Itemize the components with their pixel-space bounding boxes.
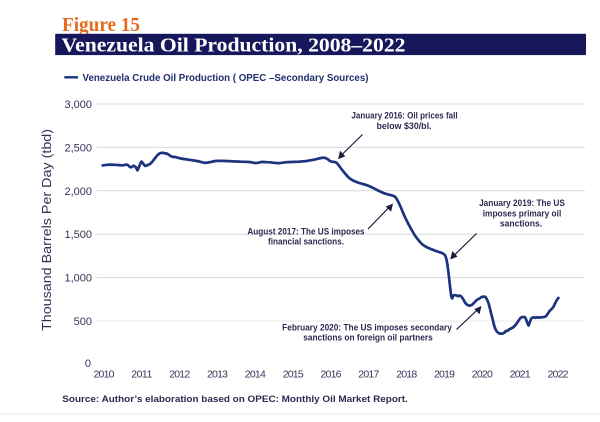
svg-text:2,000: 2,000 [64, 186, 92, 198]
svg-text:sanctions.: sanctions. [500, 219, 542, 229]
svg-text:Venezuela Oil Production, 2008: Venezuela Oil Production, 2008–2022 [62, 34, 406, 56]
svg-text:Venezuela Crude Oil Production: Venezuela Crude Oil Production ( OPEC –S… [83, 73, 369, 84]
svg-text:January 2016: Oil prices fall: January 2016: Oil prices fall [351, 110, 457, 120]
svg-text:2014: 2014 [245, 369, 266, 381]
svg-text:2020: 2020 [472, 369, 493, 381]
svg-text:2011: 2011 [131, 369, 152, 381]
svg-text:2022: 2022 [548, 369, 569, 381]
svg-text:February 2020: The US imposes: February 2020: The US imposes secondary [282, 323, 452, 333]
svg-text:financial sanctions.: financial sanctions. [268, 237, 344, 247]
svg-text:2017: 2017 [358, 369, 379, 381]
svg-text:1,500: 1,500 [64, 229, 92, 241]
svg-text:2010: 2010 [94, 369, 115, 381]
svg-text:2019: 2019 [434, 369, 455, 381]
svg-text:2012: 2012 [169, 369, 190, 381]
svg-text:500: 500 [74, 316, 92, 328]
svg-text:January 2019: The US: January 2019: The US [479, 198, 565, 208]
svg-text:2015: 2015 [283, 369, 304, 381]
svg-text:1,000: 1,000 [64, 273, 92, 285]
svg-text:imposes primary oil: imposes primary oil [483, 208, 562, 218]
svg-text:2,500: 2,500 [64, 142, 92, 154]
svg-text:3,000: 3,000 [64, 99, 92, 111]
svg-text:2013: 2013 [207, 369, 228, 381]
svg-text:2021: 2021 [510, 369, 531, 381]
svg-text:2018: 2018 [396, 369, 417, 381]
svg-text:Thousand Barrels Per Day (tbd): Thousand Barrels Per Day (tbd) [40, 129, 54, 331]
svg-text:Figure 15: Figure 15 [62, 14, 140, 36]
svg-text:August 2017: The US imposes: August 2017: The US imposes [247, 227, 364, 237]
svg-text:2016: 2016 [321, 369, 342, 381]
svg-text:sanctions on foreign oil partn: sanctions on foreign oil partners [303, 332, 433, 342]
svg-text:below $30/bl.: below $30/bl. [377, 121, 432, 131]
svg-text:0: 0 [85, 358, 91, 370]
svg-text:Source: Author’s elaboration b: Source: Author’s elaboration based on OP… [62, 394, 408, 405]
